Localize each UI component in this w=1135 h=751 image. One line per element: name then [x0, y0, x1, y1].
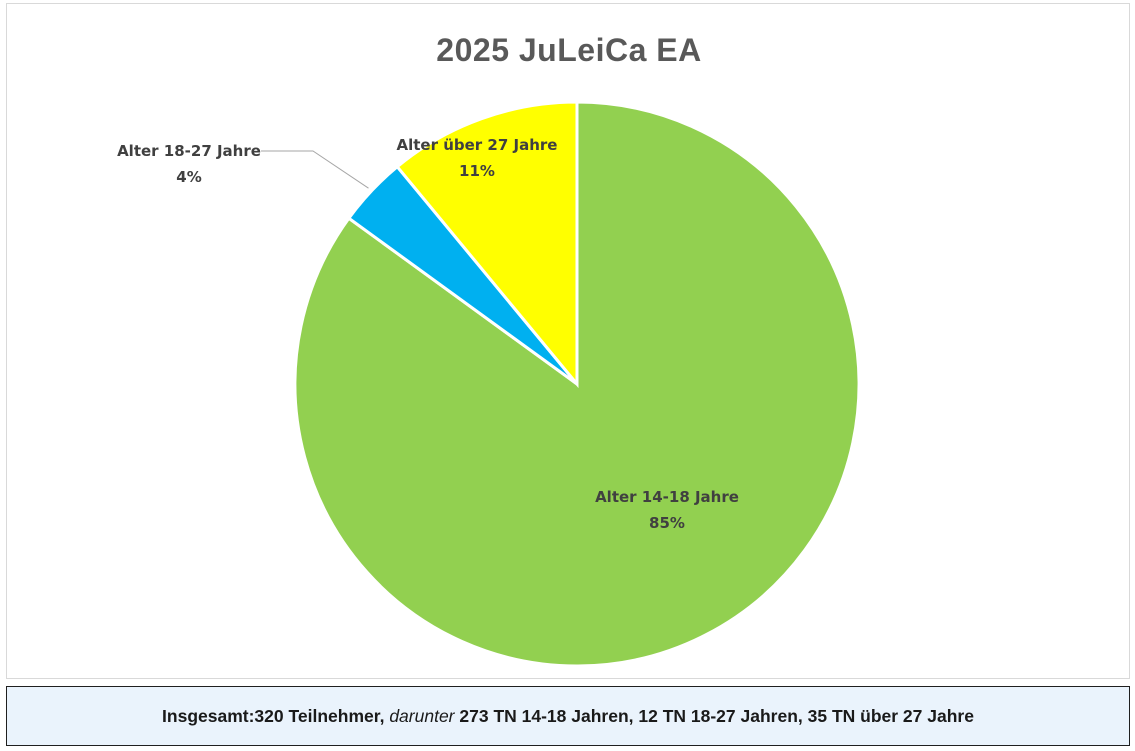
slice-label-percent: 4% [176, 168, 201, 186]
leader-line [261, 150, 369, 189]
chart-title: 2025 JuLeiCa EA [436, 32, 702, 68]
caption-total: Insgesamt:320 Teilnehmer, [162, 705, 385, 726]
summary-caption: Insgesamt:320 Teilnehmer, darunter 273 T… [6, 686, 1130, 746]
pie-chart: Alter 14-18 Jahre 85% Alter 18-27 Jahre 4% A… [117, 100, 861, 668]
slice-label-percent: 11% [459, 162, 495, 180]
caption-darunter: darunter [389, 705, 455, 726]
pie-slice-alter-ber-27-jahre [395, 100, 579, 389]
caption-breakdown: 273 TN 14-18 Jahren, 12 TN 18-27 Jahren,… [459, 705, 974, 726]
slice-label-percent: 85% [649, 514, 685, 532]
slice-label-name: Alter 14-18 Jahre [595, 488, 739, 506]
slice-label-name: Alter über 27 Jahre [397, 136, 558, 154]
slice-label-name: Alter 18-27 Jahre [117, 142, 261, 160]
chart-area: 2025 JuLeiCa EA Alter 14-18 Jahre 85% Alte… [6, 3, 1130, 679]
